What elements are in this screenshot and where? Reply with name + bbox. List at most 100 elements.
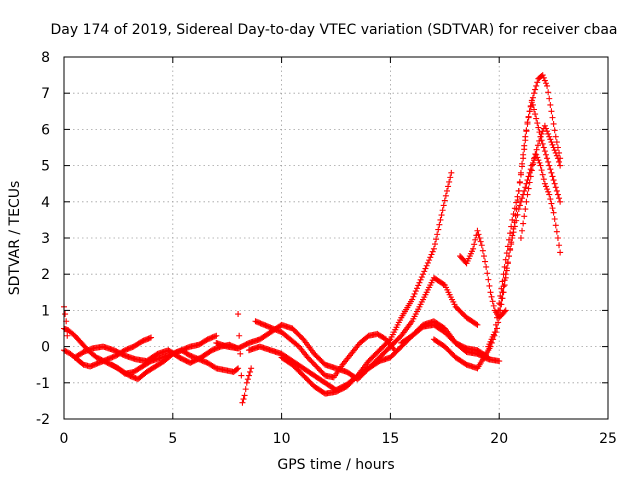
data-point <box>448 169 455 176</box>
data-point <box>484 270 491 277</box>
data-point <box>474 321 481 328</box>
data-point <box>213 332 220 339</box>
chart-title: Day 174 of 2019, Sidereal Day-to-day VTE… <box>51 22 618 38</box>
data-point <box>547 136 554 143</box>
x-tick-label: 25 <box>599 431 617 447</box>
data-point <box>482 258 489 265</box>
data-point <box>531 90 538 97</box>
data-point <box>556 242 563 249</box>
data-point <box>532 86 539 93</box>
data-point <box>510 229 517 236</box>
data-point <box>486 282 493 289</box>
data-point <box>545 130 552 137</box>
data-point <box>522 206 529 213</box>
data-point <box>554 155 561 162</box>
data-point <box>544 128 551 135</box>
data-point <box>526 179 533 186</box>
data-point <box>540 176 547 183</box>
data-point <box>549 141 556 148</box>
data-point <box>501 308 508 315</box>
data-point <box>541 122 548 129</box>
data-point <box>474 227 481 234</box>
data-point <box>503 250 510 257</box>
data-point <box>411 290 418 297</box>
data-point <box>235 311 242 318</box>
data-points <box>61 72 564 406</box>
y-tick-label: 7 <box>41 86 50 102</box>
y-tick-label: 3 <box>41 231 50 247</box>
x-tick-label: 15 <box>381 431 399 447</box>
data-point <box>533 115 540 122</box>
data-point <box>441 197 448 204</box>
data-point <box>554 235 561 241</box>
data-point <box>148 334 155 341</box>
data-point <box>552 222 559 229</box>
data-point <box>548 139 555 146</box>
data-point <box>532 151 539 158</box>
data-point <box>537 162 544 169</box>
data-point <box>525 185 532 192</box>
data-point <box>524 119 531 126</box>
data-point <box>527 166 534 173</box>
data-point <box>550 144 557 151</box>
data-point <box>415 282 422 289</box>
data-point <box>445 183 452 190</box>
data-point <box>511 223 518 230</box>
data-point <box>479 247 486 254</box>
data-point <box>553 187 560 194</box>
data-point <box>505 253 512 260</box>
x-tick-label: 0 <box>60 431 69 447</box>
data-point <box>548 200 555 207</box>
data-point <box>529 94 536 101</box>
sat-track-13 <box>430 72 564 372</box>
data-point <box>513 217 520 224</box>
y-tick-label: 4 <box>41 195 50 211</box>
data-point <box>542 125 549 132</box>
data-point <box>473 321 480 328</box>
y-tick-label: 0 <box>41 340 50 356</box>
data-point <box>471 241 478 248</box>
data-point <box>421 268 428 275</box>
data-point <box>504 243 511 250</box>
data-point <box>524 191 531 198</box>
data-point <box>546 133 553 140</box>
data-point <box>529 101 536 108</box>
data-point <box>496 358 503 365</box>
data-point <box>423 262 430 269</box>
sat-track-6 <box>235 311 255 406</box>
data-point <box>550 177 557 184</box>
data-point <box>516 202 523 209</box>
data-point <box>432 241 439 248</box>
sat-track-16 <box>517 122 564 241</box>
data-point <box>477 238 484 245</box>
data-point <box>443 187 450 194</box>
data-point <box>552 184 559 191</box>
data-point <box>417 276 424 283</box>
data-point <box>422 265 429 272</box>
sat-track-10 <box>278 169 455 397</box>
data-point <box>428 251 435 258</box>
data-point <box>554 191 561 198</box>
data-point <box>522 137 529 144</box>
data-point <box>501 277 508 284</box>
data-point <box>241 392 248 399</box>
data-point <box>533 151 540 158</box>
data-point <box>514 193 521 200</box>
data-point <box>435 226 442 233</box>
data-point <box>476 235 483 241</box>
data-point <box>545 158 552 165</box>
data-point <box>551 215 558 222</box>
data-point <box>533 146 540 153</box>
data-point <box>523 198 530 205</box>
data-point <box>542 80 549 87</box>
data-point <box>437 216 444 223</box>
data-point <box>494 325 501 332</box>
data-point <box>508 241 515 248</box>
data-point <box>528 97 535 104</box>
data-point <box>497 301 504 308</box>
data-point <box>413 285 420 292</box>
x-tick-label: 10 <box>273 431 291 447</box>
data-point <box>519 163 526 170</box>
data-point <box>235 365 242 372</box>
data-point <box>552 149 559 156</box>
